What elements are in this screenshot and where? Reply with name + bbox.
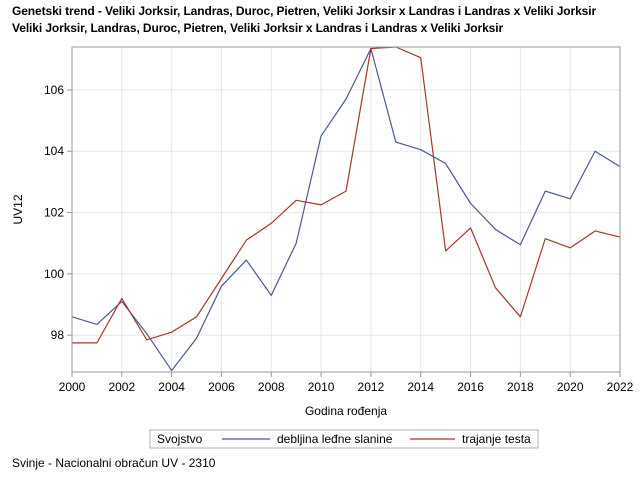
legend-label-series-1: debljina leđne slanine (277, 432, 393, 446)
x-axis-label: Godina rođenja (305, 404, 387, 418)
y-tick-label: 106 (44, 83, 64, 97)
x-tick-label: 2016 (457, 380, 484, 394)
legend-box (149, 429, 539, 449)
x-tick-label: 2002 (108, 380, 135, 394)
legend: Svojstvo debljina leđne slanine trajanje… (149, 429, 539, 449)
chart-subtitle: Veliki Jorksir, Landras, Duroc, Pietren,… (12, 21, 504, 35)
series-lines (71, 46, 621, 372)
x-tick-label: 2022 (607, 380, 634, 394)
y-axis-label: UV12 (11, 194, 25, 224)
x-tick-label: 2020 (557, 380, 584, 394)
x-tick-label: 2000 (59, 380, 86, 394)
plot-frame (71, 46, 621, 373)
x-tick-label: 2014 (407, 380, 434, 394)
x-tick-label: 2004 (158, 380, 185, 394)
legend-label-series-2: trajanje testa (462, 432, 531, 446)
x-tick-label: 2010 (308, 380, 335, 394)
y-tick-label: 104 (44, 144, 64, 158)
grid-lines (71, 47, 621, 372)
y-tick-label: 98 (51, 328, 65, 342)
legend-title: Svojstvo (157, 432, 203, 446)
y-tick-label: 102 (44, 206, 64, 220)
y-tick-label: 100 (44, 267, 64, 281)
x-tick-label: 2008 (258, 380, 285, 394)
series-line-2 (72, 46, 621, 344)
x-tick-label: 2012 (358, 380, 385, 394)
y-axis: 98 100 102 104 106 (44, 83, 72, 342)
x-axis: 2000 2002 2004 2006 2008 2010 2012 2014 2016 2018… (59, 372, 634, 394)
x-tick-label: 2006 (208, 380, 235, 394)
footer-note: Svinje - Nacionalni obračun UV - 2310 (12, 456, 216, 470)
series-line-1 (71, 47, 621, 372)
x-tick-label: 2018 (507, 380, 534, 394)
chart-title: Genetski trend - Veliki Jorksir, Landras… (12, 4, 597, 18)
